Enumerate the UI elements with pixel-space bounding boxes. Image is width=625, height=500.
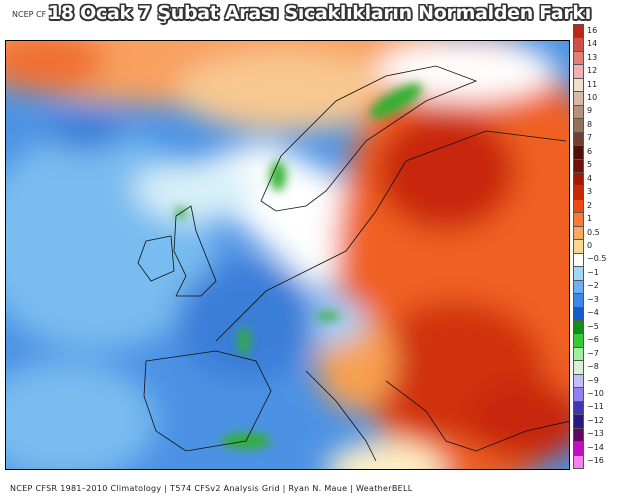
legend-swatch xyxy=(573,91,584,106)
legend-label: 5 xyxy=(587,160,593,170)
legend-label: −3 xyxy=(587,294,599,304)
legend-label: 11 xyxy=(587,79,598,89)
coastlines xyxy=(137,65,569,462)
legend-swatch xyxy=(573,346,584,362)
legend-swatch xyxy=(573,145,584,160)
legend-swatch xyxy=(573,279,584,295)
legend-swatch xyxy=(573,373,584,389)
legend-swatch xyxy=(573,454,584,469)
legend-swatch xyxy=(573,198,584,214)
footer-credits: NCEP CFSR 1981–2010 Climatology | T574 C… xyxy=(10,484,413,493)
legend-swatch xyxy=(573,441,584,456)
legend-label: −7 xyxy=(587,348,599,358)
legend-label: −0.5 xyxy=(587,254,607,264)
legend-swatch xyxy=(573,185,584,200)
legend-label: 3 xyxy=(587,187,593,197)
legend-label: −9 xyxy=(587,375,599,385)
legend-swatch xyxy=(573,319,584,335)
legend-label: −6 xyxy=(587,335,599,345)
legend-swatch xyxy=(573,252,584,268)
legend-swatch xyxy=(573,104,584,120)
legend-swatch xyxy=(573,387,584,402)
legend-label: 10 xyxy=(587,93,598,102)
legend-label: −11 xyxy=(587,402,604,412)
legend-swatch xyxy=(573,239,584,254)
legend-swatch xyxy=(573,131,584,147)
legend-label: 4 xyxy=(587,173,593,183)
legend-swatch xyxy=(573,24,584,39)
legend-swatch xyxy=(573,360,584,375)
legend-swatch xyxy=(573,266,584,281)
temperature-anomaly-map xyxy=(5,40,570,470)
color-legend-bar xyxy=(573,24,584,469)
legend-label: −14 xyxy=(587,442,604,452)
legend-label: 6 xyxy=(587,146,593,156)
anomaly-shading xyxy=(6,41,569,469)
legend-label: −5 xyxy=(587,321,599,331)
legend-swatch xyxy=(573,293,584,308)
legend-swatch xyxy=(573,427,584,443)
legend-swatch xyxy=(573,50,584,66)
legend-label: 16 xyxy=(587,25,598,35)
legend-label: 2 xyxy=(587,200,593,210)
legend-label: −4 xyxy=(587,308,599,318)
legend-label: 14 xyxy=(587,39,598,49)
legend-label: 7 xyxy=(587,133,593,143)
legend-swatch xyxy=(573,118,584,133)
legend-swatch xyxy=(573,414,584,429)
legend-label: 1 xyxy=(587,214,593,224)
legend-label: 0 xyxy=(587,241,593,250)
legend-swatch xyxy=(573,77,584,93)
legend-label: 0.5 xyxy=(587,227,600,237)
legend-swatch xyxy=(573,225,584,241)
legend-swatch xyxy=(573,306,584,321)
legend-label: −13 xyxy=(587,429,604,439)
legend-label: 13 xyxy=(587,52,598,62)
legend-label: −2 xyxy=(587,281,599,291)
legend-swatch xyxy=(573,171,584,187)
legend-label: 8 xyxy=(587,119,593,129)
legend-label: 12 xyxy=(587,66,598,76)
legend-label: −8 xyxy=(587,362,599,372)
legend-label: −10 xyxy=(587,389,604,398)
legend-swatch xyxy=(573,37,584,52)
legend-swatch xyxy=(573,158,584,173)
legend-swatch xyxy=(573,400,584,416)
legend-swatch xyxy=(573,64,584,79)
map-subtitle: NCEP CF xyxy=(12,10,47,19)
chart-title: 18 Ocak 7 Şubat Arası Sıcaklıkların Norm… xyxy=(48,2,591,24)
legend-swatch xyxy=(573,333,584,348)
legend-label: 9 xyxy=(587,106,593,116)
legend-label: −1 xyxy=(587,267,599,277)
legend-label: −16 xyxy=(587,456,604,466)
legend-label: −12 xyxy=(587,415,604,425)
legend-swatch xyxy=(573,212,584,227)
